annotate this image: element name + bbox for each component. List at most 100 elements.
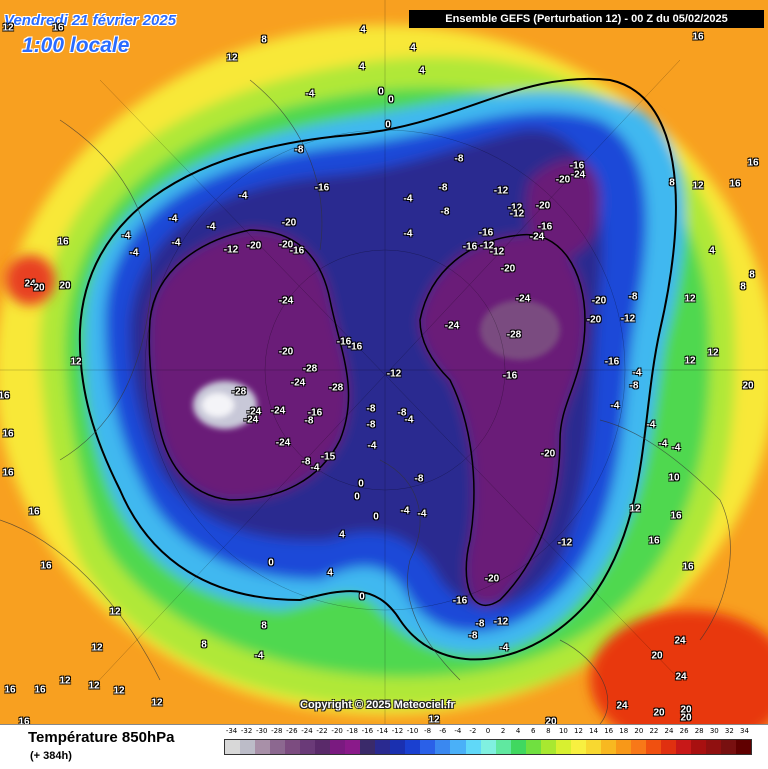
map-value-label: 24 — [675, 671, 687, 683]
scale-swatch — [706, 740, 722, 754]
scale-label: 4 — [515, 727, 521, 735]
map-value-label: 20 — [651, 650, 663, 662]
scale-swatch — [450, 740, 466, 754]
map-value-label: -4 — [254, 650, 264, 662]
map-value-label: -16 — [314, 182, 330, 194]
map-value-label: -4 — [658, 438, 668, 450]
map-value-label: -8 — [397, 407, 407, 419]
map-value-label: -24 — [444, 320, 460, 332]
scale-label: -18 — [346, 727, 358, 735]
map-value-label: -8 — [438, 182, 448, 194]
map-value-label: 20 — [33, 282, 45, 294]
scale-label: 28 — [694, 727, 704, 735]
scale-label: -8 — [424, 727, 432, 735]
map-value-label: 24 — [24, 278, 36, 290]
map-value-label: -20 — [591, 295, 607, 307]
map-value-label: -8 — [294, 144, 304, 156]
map-value-label: 0 — [378, 86, 384, 98]
map-value-label: -24 — [570, 169, 586, 181]
scale-label: 8 — [546, 727, 551, 735]
map-value-label: -12 — [557, 537, 573, 549]
scale-swatch — [555, 740, 571, 754]
map-value-label: -12 — [386, 368, 402, 380]
copyright-notice: Copyright © 2025 Meteociel.fr — [300, 699, 455, 711]
scale-swatch — [225, 740, 241, 754]
scale-swatch — [360, 740, 376, 754]
map-value-label: -20 — [555, 174, 571, 186]
map-value-label: 16 — [2, 467, 14, 479]
scale-label: 26 — [679, 727, 689, 735]
map-value-label: 4 — [709, 245, 715, 257]
map-value-label: 12 — [151, 697, 163, 709]
scale-swatch — [645, 740, 661, 754]
scale-label: -10 — [406, 727, 419, 735]
scale-swatch — [675, 740, 691, 754]
scale-swatch — [300, 740, 316, 754]
scale-label: -14 — [376, 727, 389, 735]
map-value-label: -4 — [404, 414, 414, 426]
map-value-label: 12 — [707, 347, 719, 359]
map-value-label: 20 — [545, 716, 557, 725]
map-value-label: -20 — [278, 239, 294, 251]
map-value-label: -20 — [278, 346, 294, 358]
map-value-label: 16 — [28, 506, 40, 518]
map-value-label: -16 — [462, 241, 478, 253]
map-value-label: -8 — [366, 403, 376, 415]
map-value-label: -8 — [440, 206, 450, 218]
map-value-label: -12 — [620, 313, 636, 325]
map-value-label: 8 — [261, 34, 267, 46]
map-value-label: -8 — [414, 473, 424, 485]
map-value-label: 0 — [388, 94, 394, 106]
map-value-label: -4 — [610, 400, 620, 412]
map-value-label: -4 — [310, 462, 320, 474]
map-value-label: 16 — [40, 560, 52, 572]
map-value-label: 16 — [18, 716, 30, 725]
map-value-label: -24 — [515, 293, 531, 305]
forecast-step: (+ 384h) — [30, 750, 72, 762]
map-value-label: -12 — [493, 616, 509, 628]
map-value-label: -20 — [281, 217, 297, 229]
scale-label: -32 — [240, 727, 253, 735]
map-value-label: -24 — [275, 437, 291, 449]
scale-label: -12 — [391, 727, 404, 735]
scale-swatch — [480, 740, 496, 754]
map-value-label: 12 — [629, 503, 641, 515]
map-value-label: 12 — [226, 52, 238, 64]
map-value-label: 16 — [648, 535, 660, 547]
map-value-label: -4 — [671, 442, 681, 454]
map-value-label: -20 — [246, 240, 262, 252]
map-value-label: -4 — [305, 88, 315, 100]
scale-swatch — [240, 740, 256, 754]
scale-swatch — [540, 740, 556, 754]
map-value-label: 16 — [34, 684, 46, 696]
scale-swatch — [420, 740, 436, 754]
map-value-label: 4 — [410, 42, 416, 54]
legend-bar: Température 850hPa (+ 384h) -34 -32 -30 -28… — [0, 724, 768, 769]
scale-swatch — [435, 740, 451, 754]
scale-label: 20 — [634, 727, 644, 735]
map-value-label: 20 — [680, 704, 692, 716]
scale-label: -26 — [286, 727, 298, 735]
map-value-label: -20 — [484, 573, 500, 585]
scale-swatch — [736, 740, 752, 754]
scale-label: 30 — [709, 727, 719, 735]
map-value-label: -16 — [502, 370, 518, 382]
map-value-label: 16 — [747, 157, 759, 169]
map-value-label: -8 — [628, 291, 638, 303]
scale-label: 24 — [664, 727, 674, 735]
scale-label: 22 — [649, 727, 659, 735]
scale-label: -16 — [361, 727, 374, 735]
scale-swatch — [285, 740, 301, 754]
map-value-label: -12 — [493, 185, 509, 197]
map-value-label: -4 — [499, 642, 509, 654]
map-value-label: -20 — [535, 200, 551, 212]
map-value-label: 0 — [385, 119, 391, 131]
map-value-label: -16 — [452, 595, 468, 607]
scale-label: 18 — [619, 727, 629, 735]
map-value-label: -24 — [243, 414, 259, 426]
map-value-label: 12 — [70, 356, 82, 368]
map-value-label: -8 — [454, 153, 464, 165]
map-value-label: -16 — [307, 407, 323, 419]
map-value-label: 8 — [201, 639, 207, 651]
scale-swatch — [465, 740, 481, 754]
